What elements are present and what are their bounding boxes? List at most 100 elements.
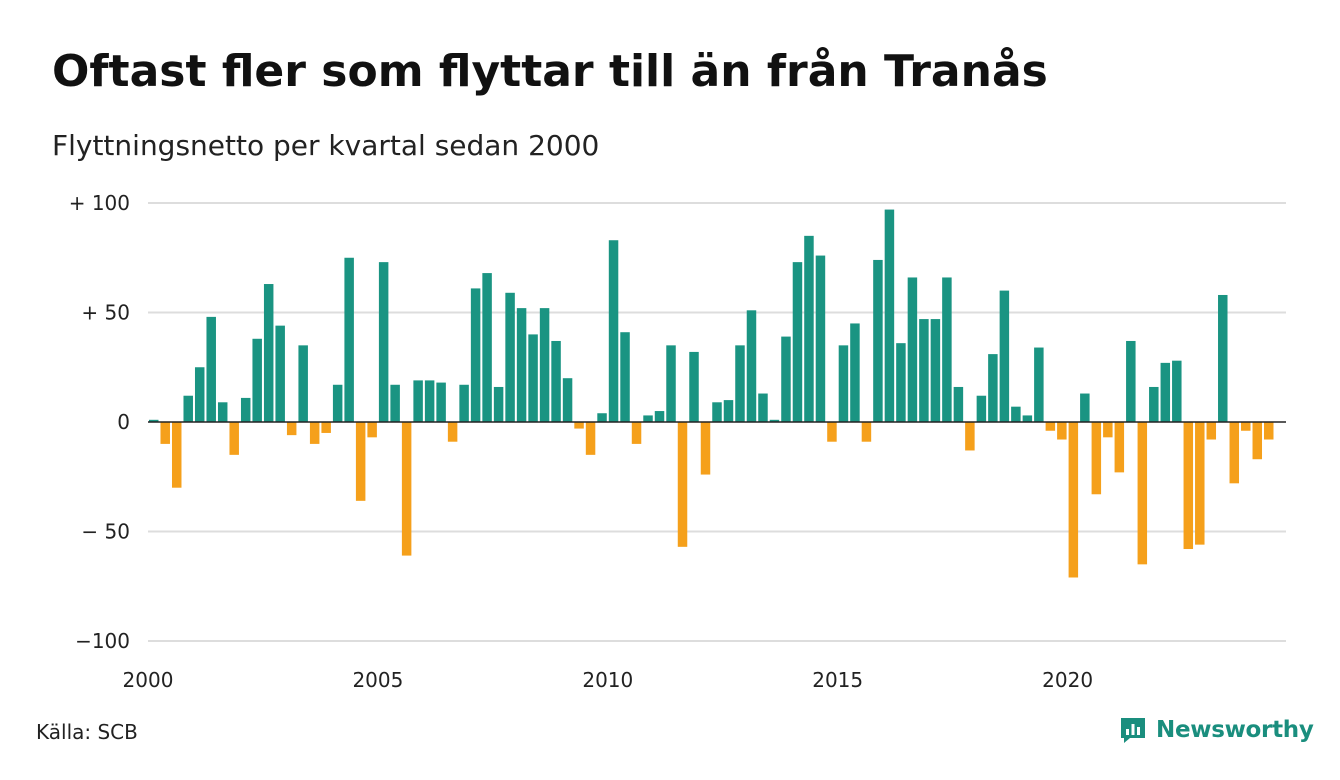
bar: [677, 422, 688, 547]
bar: [1126, 340, 1136, 422]
bar: [194, 367, 205, 422]
bar: [539, 308, 550, 422]
bar: [321, 422, 331, 433]
bar: [401, 422, 412, 556]
bar: [263, 284, 274, 422]
bar: [965, 422, 975, 451]
bar: [252, 338, 262, 422]
bar: [815, 255, 826, 422]
chart-subtitle: Flyttningsnetto per kvartal sedan 2000: [52, 129, 600, 162]
bar: [551, 340, 561, 422]
bar: [735, 345, 745, 422]
bar: [1114, 422, 1125, 473]
bar: [183, 395, 193, 422]
x-tick-label: 2000: [123, 668, 174, 692]
bar: [298, 345, 308, 422]
x-tick-label: 2020: [1042, 668, 1093, 692]
bar: [1103, 422, 1113, 438]
bar: [275, 325, 285, 422]
bar: [229, 422, 239, 455]
bar: [838, 345, 849, 422]
bar: [528, 334, 538, 422]
bar: [988, 354, 998, 422]
bar: [620, 332, 630, 422]
bars: [149, 209, 1274, 578]
bar: [666, 345, 676, 422]
source-note: Källa: SCB: [36, 720, 138, 744]
brand-name: Newsworthy: [1156, 717, 1314, 743]
newsworthy-logo-icon: [1121, 718, 1145, 743]
bar: [493, 386, 504, 422]
bar: [413, 380, 423, 422]
bar: [1068, 422, 1079, 578]
bar: [171, 422, 182, 488]
bar: [355, 422, 366, 501]
bar: [516, 308, 527, 422]
bar: [574, 422, 584, 429]
bar: [206, 316, 216, 422]
bar: [919, 319, 929, 422]
bar: [1091, 422, 1102, 495]
bar: [896, 343, 906, 422]
bar: [344, 257, 354, 422]
bar: [873, 259, 883, 422]
x-tick-label: 2015: [812, 668, 863, 692]
bar: [976, 395, 987, 422]
x-axis-ticks: 2000 2005 2010 2015 2020: [123, 668, 1094, 692]
bar: [930, 319, 941, 422]
x-tick-label: 2005: [352, 668, 403, 692]
bar: [1011, 406, 1021, 422]
bar: [1252, 422, 1263, 460]
brand-logo: Newsworthy: [1118, 712, 1314, 748]
bar: [1057, 422, 1067, 440]
y-tick-label: + 100: [69, 191, 130, 215]
bar: [700, 422, 711, 475]
bar: [1264, 422, 1274, 440]
bar: [390, 384, 400, 422]
bar: [999, 290, 1010, 422]
bar: [1080, 393, 1090, 422]
bar: [217, 402, 228, 422]
bar: [769, 419, 780, 422]
bar: [689, 351, 699, 422]
bar: [884, 209, 895, 422]
bar: [608, 240, 619, 422]
bar: [1160, 362, 1171, 422]
bar: [585, 422, 596, 455]
bar: [562, 378, 573, 422]
bar: [459, 384, 469, 422]
bar: [907, 277, 918, 422]
y-tick-label: −100: [75, 629, 130, 653]
bar-chart: + 100 + 50 0 − 50 −100 2000 2005 2010 2015 2020: [69, 191, 1286, 692]
bar: [746, 310, 757, 422]
bar: [723, 400, 734, 422]
bar: [1172, 360, 1182, 422]
bar: [240, 397, 251, 422]
bar: [367, 422, 377, 438]
bar: [436, 382, 446, 422]
bar: [861, 422, 872, 442]
bar: [781, 336, 791, 422]
bar: [827, 422, 837, 442]
bar: [1218, 294, 1228, 422]
x-tick-label: 2010: [582, 668, 633, 692]
bar: [149, 419, 159, 422]
bar: [160, 422, 170, 444]
y-tick-label: + 50: [81, 301, 130, 325]
chart-title: Oftast fler som flyttar till än från Tra…: [52, 46, 1048, 97]
bar: [447, 422, 458, 442]
bar: [505, 292, 515, 422]
bar: [332, 384, 343, 422]
y-tick-label: − 50: [81, 520, 130, 544]
y-axis-ticks: + 100 + 50 0 − 50 −100: [69, 191, 130, 653]
bar: [1241, 422, 1251, 431]
bar: [654, 411, 665, 422]
bar: [953, 386, 964, 422]
bar: [631, 422, 642, 444]
bar: [1195, 422, 1205, 545]
bar: [1137, 422, 1148, 565]
bar: [424, 380, 435, 422]
bar: [482, 273, 492, 422]
bar: [286, 422, 297, 436]
bar: [1206, 422, 1217, 440]
